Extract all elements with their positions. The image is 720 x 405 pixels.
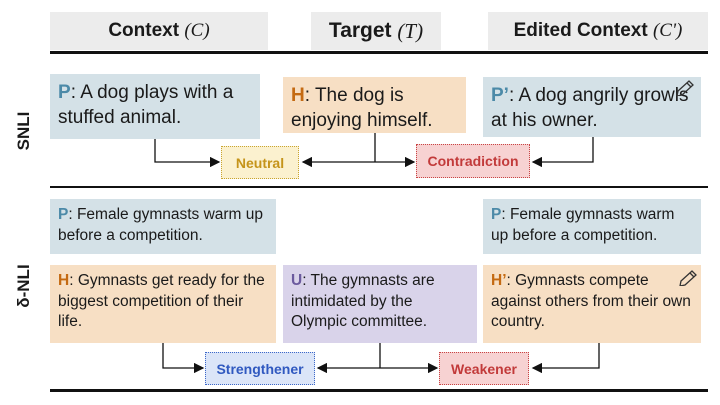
- dnli-update-box: U: The gymnasts are intimidated by the O…: [283, 265, 477, 343]
- snli-premise-tag: P: [58, 82, 71, 103]
- middle-rule: [50, 186, 708, 188]
- snli-premise-text: : A dog plays with a stuffed animal.: [58, 82, 234, 129]
- dnli-edited-to-weakener: [531, 343, 600, 374]
- dnli-edited-hypothesis-tag: H’: [491, 272, 507, 289]
- pencil-icon: [676, 80, 694, 96]
- dnli-premise-box: P: Female gymnasts warm up before a comp…: [50, 199, 276, 254]
- snli-hypothesis-tag: H: [291, 85, 305, 106]
- dnli-update-tag: U: [291, 272, 303, 289]
- header-edited-context: Edited Context (C'): [488, 12, 708, 50]
- header-target-label: Target: [328, 19, 392, 42]
- dnli-premise-text: : Female gymnasts warm up before a compe…: [58, 206, 264, 244]
- header-context: Context (C): [50, 12, 268, 50]
- pencil-icon: [679, 270, 697, 286]
- snli-premise-box: P: A dog plays with a stuffed animal.: [50, 74, 260, 139]
- dnli-premise-tag: P: [58, 206, 69, 223]
- dnli-edited-premise-tag: P: [491, 206, 502, 223]
- dnli-edited-premise-box: P: Female gymnasts warm up before a comp…: [483, 199, 701, 254]
- snli-premise-to-neutral: [154, 139, 221, 168]
- label-contradiction: Contradiction: [416, 144, 530, 178]
- header-context-label: Context: [108, 20, 180, 41]
- snli-edited-to-contradiction: [531, 137, 594, 168]
- dnli-edited-hypothesis-box: H’: Gymnasts compete against others from…: [483, 265, 701, 343]
- snli-edited-premise-tag: P’: [491, 85, 509, 106]
- dnli-hypothesis-tag: H: [58, 272, 70, 289]
- label-neutral: Neutral: [221, 146, 299, 179]
- header-target: Target (T): [311, 12, 441, 50]
- label-weakener: Weakener: [439, 352, 529, 385]
- header-edited-symbol: (C'): [652, 20, 683, 41]
- bottom-rule: [50, 389, 708, 392]
- header-context-symbol: (C): [184, 20, 210, 41]
- dnli-hypothesis-box: H: Gymnasts get ready for the biggest co…: [50, 265, 276, 343]
- dnli-update-text: : The gymnasts are intimidated by the Ol…: [291, 272, 435, 331]
- dnli-hypothesis-text: : Gymnasts get ready for the biggest com…: [58, 272, 265, 331]
- snli-edited-premise-box: P’: A dog angrily growls at his owner.: [483, 77, 701, 137]
- header-target-symbol: (T): [397, 18, 424, 43]
- dnli-hypothesis-to-strengthener: [162, 343, 205, 374]
- label-strengthener: Strengthener: [205, 352, 315, 385]
- snli-hypothesis-text: : The dog is enjoying himself.: [291, 85, 433, 132]
- dnli-edited-premise-text: : Female gymnasts warm up before a compe…: [491, 206, 675, 244]
- header-edited-label: Edited Context: [513, 20, 648, 41]
- snli-edited-premise-text: : A dog angrily growls at his owner.: [491, 85, 689, 132]
- top-rule: [50, 51, 708, 54]
- snli-hypothesis-box: H: The dog is enjoying himself.: [283, 77, 466, 133]
- dnli-edited-hypothesis-text: : Gymnasts compete against others from t…: [491, 272, 691, 331]
